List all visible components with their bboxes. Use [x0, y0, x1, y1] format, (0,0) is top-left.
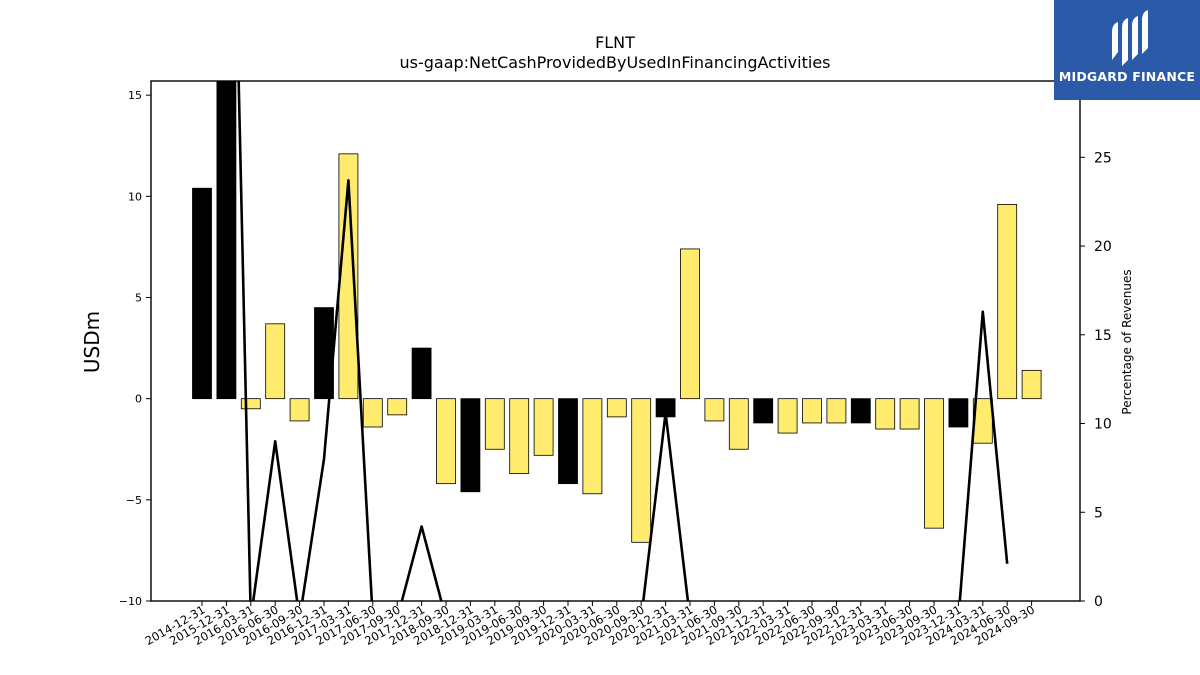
plot-area: −10−505101505101520252014-12-312015-12-3…: [119, 80, 1112, 648]
bar-2021-03-31: [680, 248, 700, 400]
bar-2018-12-31: [460, 398, 481, 493]
percentage-line-segment-2: [958, 310, 1009, 601]
chart-subtitle: us-gaap:NetCashProvidedByUsedInFinancing…: [399, 53, 830, 72]
bar-2016-03-31: [240, 398, 261, 410]
bar-2019-09-30: [533, 398, 554, 456]
bar-2022-12-31: [850, 398, 871, 424]
bar-2018-09-30: [436, 398, 456, 485]
bar-2016-09-30: [289, 398, 310, 422]
y2-tick-label: 5: [1094, 505, 1103, 521]
bar-2017-09-30: [387, 398, 408, 416]
y2-tick-label: 25: [1094, 150, 1112, 166]
bar-2022-09-30: [826, 398, 847, 424]
y2-tick-label: 10: [1094, 417, 1112, 433]
bar-2017-06-30: [362, 398, 383, 428]
plot-clip-group: [192, 81, 1042, 601]
plot-frame: [150, 80, 1081, 602]
percentage-line-segment-0: [237, 81, 443, 601]
bar-2021-09-30: [728, 398, 749, 450]
bar-2019-12-31: [558, 398, 578, 485]
y-tick-label: 0: [135, 393, 142, 406]
y2-axis-label: Percentage of Revenues: [1120, 269, 1134, 414]
bar-2019-03-31: [484, 398, 505, 450]
y-tick-label: −5: [126, 494, 142, 507]
bar-2015-12-31: [216, 81, 237, 400]
bar-2023-12-31: [948, 398, 969, 428]
bar-2017-12-31: [411, 347, 432, 400]
bar-2016-06-30: [265, 323, 286, 400]
bar-2020-09-30: [631, 398, 652, 543]
y2-tick-label: 20: [1094, 239, 1112, 255]
bar-2020-06-30: [606, 398, 627, 418]
bar-2023-09-30: [924, 398, 944, 529]
y2-tick-label: 0: [1094, 594, 1103, 610]
bar-2019-06-30: [509, 398, 530, 474]
y-tick-label: −10: [119, 595, 142, 608]
bar-2023-06-30: [899, 398, 920, 430]
midgard-finance-logo: MIDGARD FINANCE: [1054, 0, 1200, 100]
logo-text: MIDGARD FINANCE: [1058, 69, 1196, 84]
bar-2021-12-31: [753, 398, 774, 424]
bar-2024-06-30: [997, 204, 1018, 400]
y-tick-label: 5: [135, 291, 142, 304]
chart-title: FLNT: [595, 33, 635, 52]
bar-2022-03-31: [777, 398, 798, 434]
bar-2022-06-30: [802, 398, 822, 424]
bar-2021-06-30: [704, 398, 725, 422]
y2-tick-label: 15: [1094, 328, 1112, 344]
bar-2020-03-31: [582, 398, 603, 495]
bar-2014-12-31: [192, 187, 212, 400]
bar-2024-09-30: [1021, 369, 1042, 400]
y-tick-label: 15: [128, 89, 142, 102]
bar-2023-03-31: [875, 398, 896, 430]
y-axis-label: USDm: [80, 311, 104, 373]
percentage-line-segment-1: [641, 411, 690, 601]
logo-mark-icon: [1112, 10, 1148, 66]
y-tick-label: 10: [128, 190, 142, 203]
